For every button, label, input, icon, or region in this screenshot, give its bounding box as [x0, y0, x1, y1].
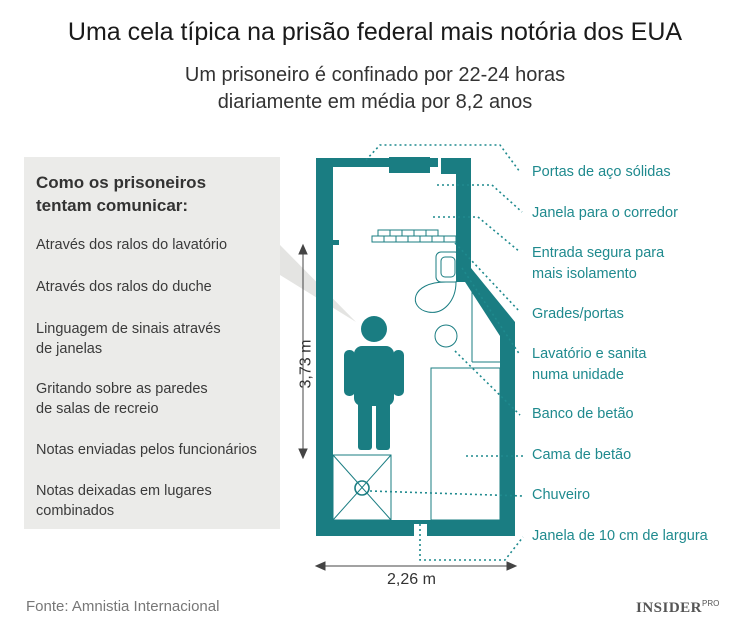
dimension-width-label: 2,26 m	[387, 571, 436, 588]
label-window: Janela de 10 cm de largura	[532, 528, 708, 544]
arrow-right-icon	[506, 561, 518, 571]
cell-interior	[332, 229, 501, 521]
window-frame	[414, 520, 427, 524]
shower-drain-icon	[354, 480, 370, 496]
wall-right-upper	[456, 158, 471, 282]
logo-sup: PRO	[702, 599, 720, 608]
communication-panel: Como os prisoneiros tentam comunicar: At…	[24, 157, 280, 529]
figure-arm-left	[344, 350, 355, 396]
subtitle-line-1: Um prisoneiro é confinado por 22-24 hora…	[184, 64, 566, 86]
panel-heading: Como os prisoneiros tentam comunicar:	[36, 171, 272, 217]
method-item: Gritando sobre as paredes de salas de re…	[36, 379, 274, 419]
concrete-bed	[430, 367, 501, 521]
leader-bars	[454, 242, 521, 313]
wall-left	[316, 158, 333, 536]
insider-logo: INSIDERPRO	[636, 599, 719, 617]
label-shower: Chuveiro	[532, 487, 591, 503]
leader-window	[419, 524, 524, 561]
label-sink-line: numa unidade	[532, 367, 624, 383]
leader-corridor-window	[437, 184, 523, 213]
wall-bottom-right	[427, 520, 515, 536]
figure-arm-right	[393, 350, 404, 396]
wall-right-lower	[500, 322, 515, 536]
sink-unit	[435, 251, 461, 283]
method-text: combinados	[36, 503, 115, 519]
subtitle-line-2: diariamente em média por 8,2 anos	[217, 91, 533, 113]
sink-basin	[440, 256, 456, 278]
bar-segment	[395, 235, 409, 243]
label-entrance-line: Entrada segura para	[532, 245, 665, 261]
label-bench: Banco de betão	[532, 406, 634, 422]
bars-gate	[371, 229, 457, 243]
method-item: Através dos ralos do duche	[36, 277, 274, 297]
bar-segment	[377, 229, 391, 237]
label-entrance-line: mais isolamento	[532, 266, 637, 282]
wall-bottom-left	[316, 520, 414, 536]
steel-door	[389, 157, 430, 173]
bar-segment	[425, 229, 439, 237]
wall-top-left	[316, 158, 389, 167]
wall-top-gap	[430, 158, 438, 167]
bar-segment	[443, 235, 457, 243]
figure-leg-right	[376, 400, 390, 450]
method-text: Através dos ralos do lavatório	[36, 237, 228, 253]
dimension-length-label: 3,73 m	[297, 339, 315, 389]
bar-segment	[371, 235, 385, 243]
figure-leg-left	[358, 400, 372, 450]
dimension-lines	[298, 243, 518, 571]
source-text: Fonte: Amnistia Internacional	[26, 598, 220, 615]
label-sink-line: Lavatório e sanita	[532, 346, 647, 362]
logo-text: INSIDER	[636, 600, 703, 616]
panel-heading-line-1: Como os prisoneiros	[36, 173, 207, 192]
arrow-up-icon	[298, 243, 308, 255]
page-title: Uma cela típica na prisão federal mais n…	[67, 18, 683, 46]
label-bars: Grades/portas	[532, 306, 624, 322]
arrow-down-icon	[298, 448, 308, 460]
leader-doors	[365, 144, 521, 173]
label-corridor-window: Janela para o corredor	[532, 205, 678, 221]
shower-area	[332, 454, 392, 521]
leader-bench	[454, 350, 521, 416]
method-item: Notas enviadas pelos funcionários	[36, 440, 274, 460]
method-item: Notas deixadas em lugares combinados	[36, 481, 274, 521]
figure-head	[361, 316, 387, 342]
bar-segment	[389, 229, 403, 237]
method-text: Gritando sobre as paredes	[36, 381, 208, 397]
label-bed: Cama de betão	[532, 447, 632, 463]
method-text: Através dos ralos do duche	[36, 279, 212, 295]
method-text: Notas enviadas pelos funcionários	[36, 442, 257, 458]
cell-walls	[316, 157, 515, 536]
label-entrance: Entrada segura para mais isolamento	[532, 243, 664, 285]
prisoner-figure-icon	[344, 316, 404, 450]
leader-shower	[369, 490, 524, 497]
method-text: Linguagem de sinais através	[36, 321, 221, 337]
arrow-left-icon	[314, 561, 326, 571]
shower-diagonal	[332, 454, 392, 521]
method-text: Notas deixadas em lugares	[36, 483, 212, 499]
figure-torso	[354, 346, 394, 406]
leader-lines	[365, 144, 524, 561]
method-item: Linguagem de sinais através de janelas	[36, 319, 274, 359]
bar-segment	[413, 229, 427, 237]
bar-segment	[401, 229, 415, 237]
label-doors: Portas de aço sólidas	[532, 164, 671, 180]
method-item: Através dos ralos do lavatório	[36, 235, 274, 255]
method-text: de janelas	[36, 341, 103, 357]
bar-segment	[431, 235, 445, 243]
toilet-bowl	[414, 281, 457, 313]
panel-heading-line-2: tentam comunicar:	[36, 196, 189, 215]
concrete-bench	[434, 324, 458, 348]
label-sink-toilet: Lavatório e sanita numa unidade	[532, 344, 646, 386]
bar-segment	[419, 235, 433, 243]
page-subtitle: Um prisoneiro é confinado por 22-24 hora…	[0, 62, 750, 116]
bar-segment	[407, 235, 421, 243]
bar-segment	[383, 235, 397, 243]
leader-entrance	[433, 216, 521, 253]
wall-stub	[333, 240, 339, 245]
method-text: de salas de recreio	[36, 401, 159, 417]
